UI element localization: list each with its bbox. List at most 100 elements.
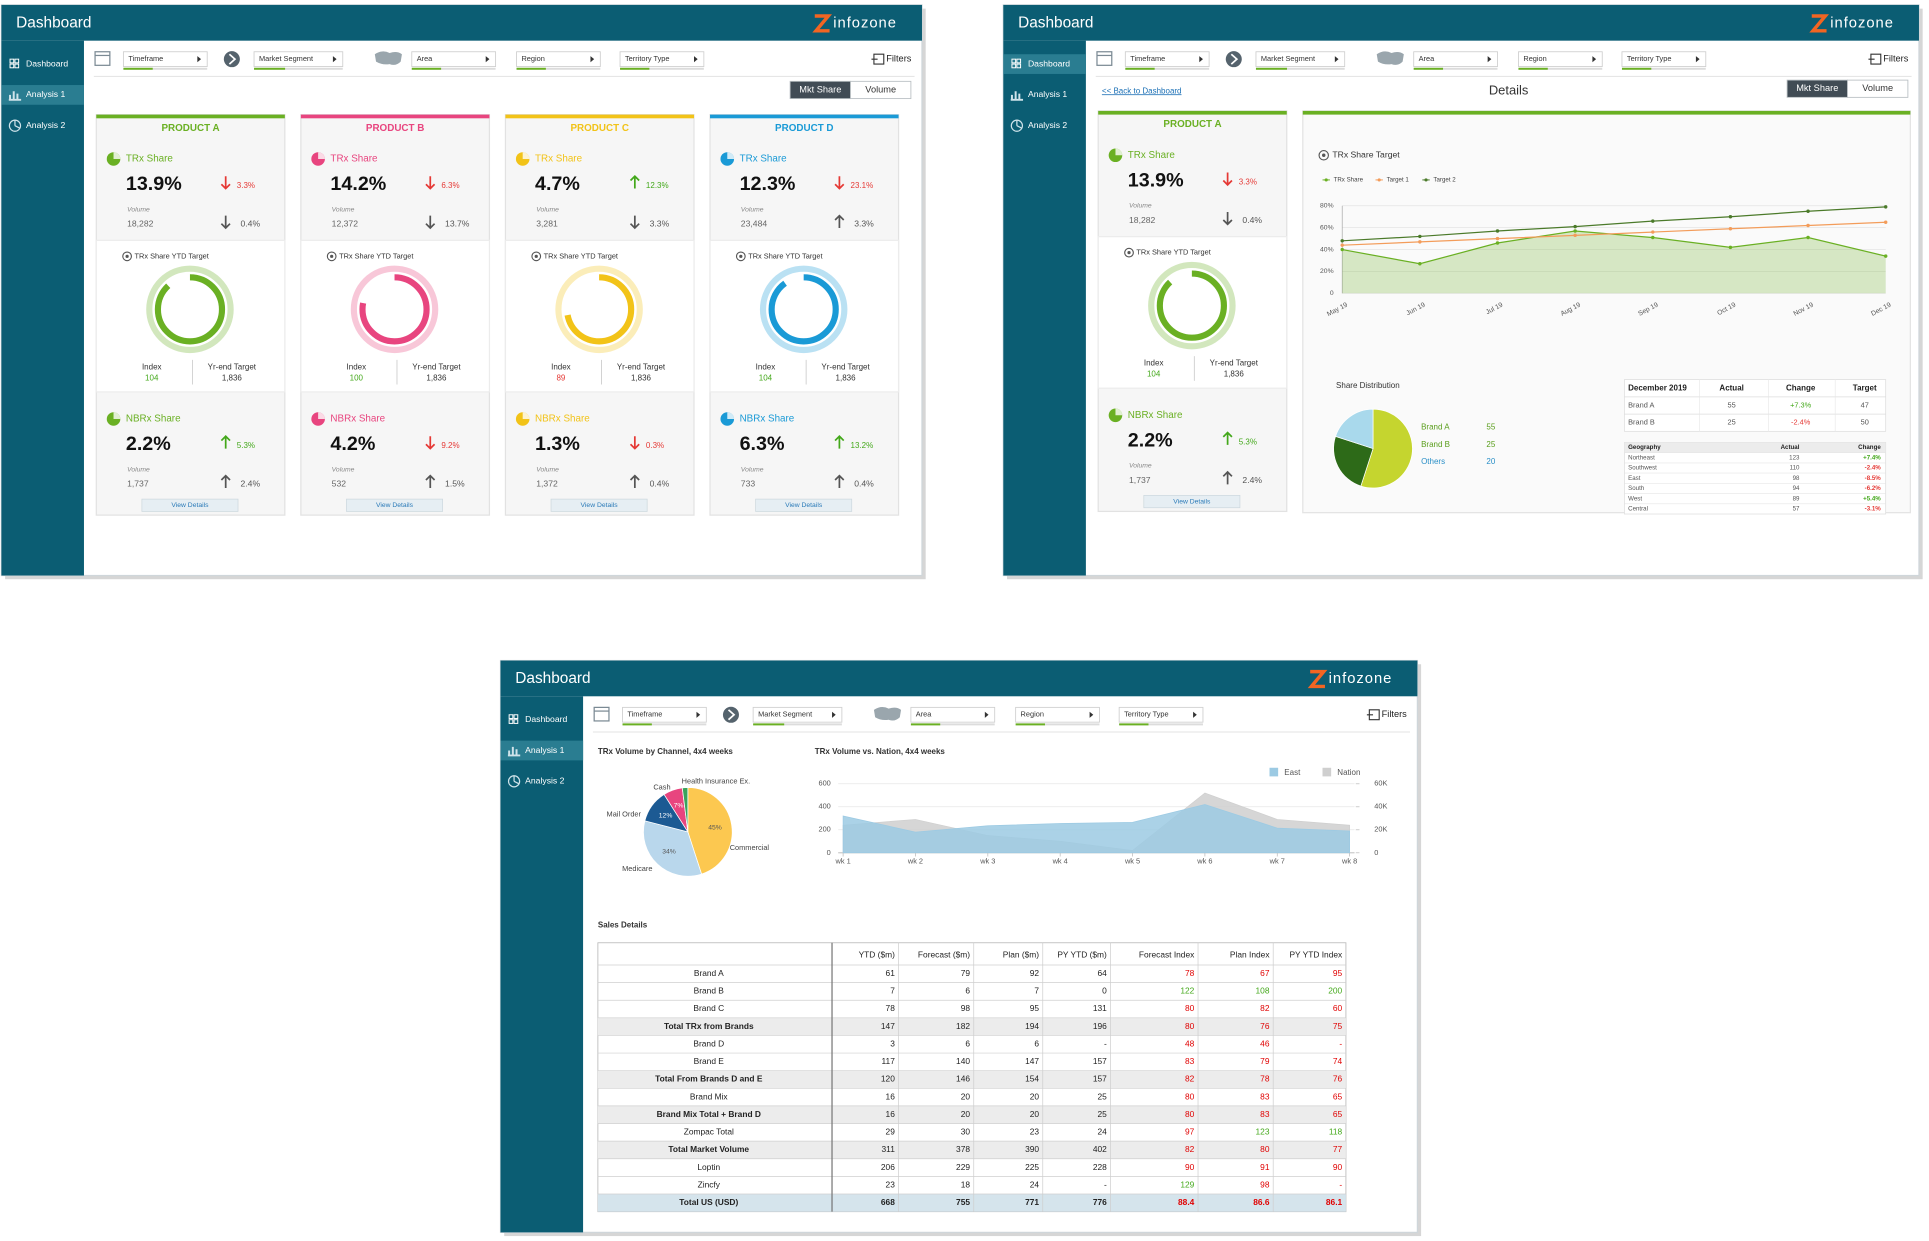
table-cell: 200: [1328, 986, 1342, 996]
view-details-button[interactable]: View Details: [550, 498, 648, 512]
table-cell: 46: [1260, 1038, 1270, 1048]
sidebar: [1, 40, 84, 576]
filter-dropdown[interactable]: Territory Type: [1118, 706, 1204, 726]
button-bg: [346, 498, 443, 512]
button-bg: [550, 498, 648, 512]
filter-dropdown[interactable]: Area: [1413, 51, 1498, 70]
legend-swatch: [1377, 178, 1381, 182]
volume-change: 3.3%: [854, 219, 874, 229]
button-label: View Details: [171, 502, 209, 509]
nav-icon: [513, 775, 520, 785]
table-header: Target: [1853, 383, 1877, 392]
filter-dropdown[interactable]: Timeframe: [122, 51, 208, 70]
dropdown-progress: [1255, 67, 1288, 70]
nav-item[interactable]: Analysis 2: [1010, 119, 1067, 132]
nav-item[interactable]: Analysis 2: [507, 775, 565, 788]
row-bg: [597, 1194, 1346, 1212]
toggle-bg: [850, 80, 912, 100]
view-details-button[interactable]: View Details: [1143, 495, 1241, 509]
filter-dropdown[interactable]: Territory Type: [619, 51, 705, 70]
filter-dropdown[interactable]: Timeframe: [1124, 51, 1210, 70]
metric-icon: [727, 152, 735, 159]
series-point: [1728, 215, 1733, 219]
table-cell: -3.1%: [1865, 506, 1882, 513]
index-value: 100: [350, 373, 364, 382]
volume-change: 2.4%: [240, 479, 260, 489]
yr-end-value: 1,836: [1224, 370, 1245, 379]
metric-label: TRx Share: [330, 154, 378, 165]
nav-item[interactable]: Analysis 1: [1, 85, 84, 105]
table-cell: 91: [1260, 1162, 1270, 1172]
row-label: Total Market Volume: [668, 1144, 749, 1154]
filter-dropdown[interactable]: Market Segment: [253, 51, 344, 70]
toggle-button[interactable]: Volume: [850, 80, 912, 100]
filter-dropdown[interactable]: Timeframe: [622, 706, 707, 726]
slice-label: 7%: [674, 803, 684, 810]
dropdown-track: [1518, 67, 1603, 70]
dropdown-progress: [123, 67, 153, 70]
filter-dropdown[interactable]: Area: [411, 51, 497, 70]
nav-icon: [8, 91, 22, 101]
back-link[interactable]: << Back to Dashboard: [1102, 86, 1182, 95]
dropdown-box: [516, 51, 601, 67]
metric-label: NBRx Share: [740, 414, 795, 425]
view-details-button[interactable]: View Details: [141, 498, 239, 512]
metric-value: 1.3%: [535, 433, 580, 455]
filter-dropdown[interactable]: Region: [1518, 51, 1603, 70]
table-cell: 18: [961, 1179, 971, 1189]
view-details-button[interactable]: View Details: [346, 498, 443, 512]
series-point: [1495, 236, 1500, 241]
nav-item[interactable]: Analysis 1: [500, 740, 584, 761]
filter-dropdown[interactable]: Region: [1015, 706, 1100, 726]
segment-icon: [722, 706, 739, 723]
row-bg: [597, 1141, 1346, 1159]
y-tick-label: 600: [818, 779, 830, 788]
filter-dropdown[interactable]: Region: [516, 51, 601, 70]
metric-change: 5.3%: [1239, 438, 1257, 447]
nav-item[interactable]: Dashboard: [1003, 54, 1086, 74]
dropdown-progress: [1518, 67, 1548, 70]
slice-name: Mail Order: [607, 810, 642, 819]
nav-item[interactable]: Analysis 1: [1010, 89, 1068, 101]
view-details-button[interactable]: View Details: [755, 498, 853, 512]
header-bar: [1003, 4, 1919, 41]
metric-change: 12.3%: [646, 181, 669, 190]
filter-dropdown[interactable]: Market Segment: [752, 706, 843, 726]
nav-item[interactable]: Dashboard: [508, 714, 567, 724]
toggle-button[interactable]: Mkt Share: [1786, 79, 1848, 98]
table-title: December 2019: [1628, 383, 1687, 392]
table-cell: 77: [1333, 1144, 1343, 1154]
table-cell: 60: [1333, 1003, 1343, 1013]
metric-icon: [1115, 148, 1123, 156]
product-card: PRODUCT A TRx Share 13.9% 3.3% Volume 18,282 0…: [1097, 110, 1288, 513]
volume-label: Volume: [741, 466, 764, 473]
volume-value: 1,737: [1129, 475, 1151, 485]
toggle-button[interactable]: Volume: [1847, 79, 1909, 98]
nav-label: Dashboard: [525, 714, 567, 724]
filters-button[interactable]: Filters: [871, 54, 912, 65]
nav-active: [1003, 54, 1086, 74]
filters-button[interactable]: Filters: [1868, 54, 1909, 65]
nav-item[interactable]: Dashboard: [9, 58, 68, 68]
table-cell: 7: [890, 986, 895, 996]
nav-item[interactable]: Analysis 2: [8, 119, 65, 132]
filter-dropdown[interactable]: Area: [910, 706, 996, 726]
dropdown-label: Region: [1021, 710, 1044, 719]
table-cell: 228: [1093, 1162, 1107, 1172]
y2-tick-label: 0: [1374, 848, 1378, 857]
row-label: Central: [1628, 506, 1648, 513]
dropdown-box: [1621, 51, 1707, 67]
filter-dropdown[interactable]: Market Segment: [1255, 51, 1346, 70]
product-card: PRODUCT D TRx Share 12.3% 23.1% Volume 23,484…: [709, 113, 900, 516]
filter-dropdown[interactable]: Territory Type: [1621, 51, 1707, 70]
metric-value: 13.9%: [126, 173, 182, 195]
ring-progress: [768, 274, 839, 345]
table-cell: +7.4%: [1863, 454, 1881, 461]
dropdown-box: [1518, 51, 1603, 67]
toggle-button[interactable]: Mkt Share: [789, 80, 851, 100]
filters-button[interactable]: Filters: [1366, 709, 1407, 721]
nav-label: Analysis 2: [1028, 120, 1067, 130]
sidebar: [1003, 40, 1086, 576]
metric-value: 2.2%: [1128, 429, 1173, 451]
dropdown-box: [622, 706, 707, 723]
